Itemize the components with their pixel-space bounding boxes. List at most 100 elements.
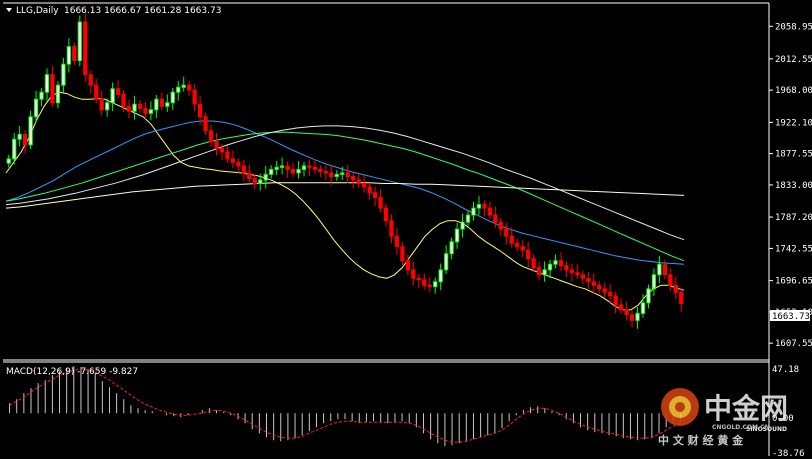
watermark-brand: 中金网 bbox=[704, 392, 788, 425]
price-tick-label: 1922.10 bbox=[775, 118, 812, 128]
candle-body bbox=[411, 269, 416, 279]
candle-body bbox=[301, 165, 307, 170]
candle-body bbox=[454, 228, 460, 243]
candle-body bbox=[580, 274, 585, 279]
candle-body bbox=[230, 158, 236, 163]
candle-body bbox=[493, 214, 498, 223]
candle-body bbox=[154, 98, 159, 111]
candle-body bbox=[17, 133, 22, 140]
candle-body bbox=[121, 93, 126, 107]
candle-body bbox=[383, 207, 389, 222]
watermark-sub: 中 文 财 经 黄 金 bbox=[658, 433, 744, 447]
ohlc-values: 1666.13 1666.67 1661.28 1663.73 bbox=[64, 6, 221, 16]
candle-body bbox=[629, 314, 635, 321]
candle-body bbox=[482, 204, 487, 209]
candle-body bbox=[427, 284, 432, 288]
candle-body bbox=[323, 171, 329, 174]
candle-body bbox=[252, 178, 257, 185]
candle-body bbox=[389, 220, 394, 237]
candle-body bbox=[542, 269, 547, 276]
candle-body bbox=[99, 98, 104, 111]
candle-body bbox=[110, 88, 115, 104]
candle-body bbox=[520, 246, 525, 251]
candle-body bbox=[225, 151, 230, 160]
price-tick-label: 2058.95 bbox=[775, 22, 812, 32]
macd-histogram bbox=[9, 366, 681, 447]
candle-body bbox=[356, 179, 361, 185]
candle-body bbox=[597, 284, 602, 290]
candle-body bbox=[433, 281, 438, 288]
candle-body bbox=[159, 98, 164, 107]
candle-body bbox=[662, 263, 668, 276]
candle-body bbox=[531, 258, 536, 269]
candle-body bbox=[444, 253, 449, 271]
ma-khaki-line bbox=[5, 182, 685, 209]
candle-body bbox=[476, 204, 482, 209]
macd-axis-top: 47.18 bbox=[772, 365, 799, 375]
watermark: 中金网 中 文 财 经 黄 金 SINOSOUND CNGOLD.COM.CN bbox=[658, 388, 788, 447]
candle-body bbox=[400, 246, 405, 262]
candle-body bbox=[334, 173, 339, 177]
candle-body bbox=[367, 186, 372, 194]
candle-body bbox=[608, 291, 613, 297]
candle-body bbox=[241, 165, 246, 174]
candle-body bbox=[640, 302, 646, 314]
candle-body bbox=[263, 173, 268, 181]
candle-body bbox=[575, 272, 580, 276]
candle-body bbox=[132, 103, 137, 112]
candle-body bbox=[624, 309, 629, 316]
candle-body bbox=[214, 140, 219, 149]
candle-body bbox=[290, 168, 296, 174]
watermark-small-logo: SINOSOUND bbox=[746, 426, 787, 433]
candle-body bbox=[115, 88, 121, 95]
candle-body bbox=[105, 102, 110, 111]
ma-fast-line bbox=[5, 91, 685, 311]
candle-body bbox=[547, 263, 553, 271]
watermark-domain: CNGOLD.COM.CN bbox=[712, 424, 770, 431]
macd-axis-zero: 0.00 bbox=[772, 414, 794, 424]
candle-body bbox=[170, 91, 175, 104]
candle-body bbox=[673, 284, 678, 293]
candle-body bbox=[449, 241, 454, 255]
candle-body bbox=[345, 172, 350, 177]
candle-body bbox=[137, 103, 143, 109]
ma-green-line bbox=[5, 131, 685, 262]
candle-body bbox=[61, 63, 66, 86]
candle-body bbox=[405, 260, 411, 271]
candle-body bbox=[487, 207, 493, 216]
candle-body bbox=[422, 279, 427, 286]
candle-body bbox=[208, 130, 214, 142]
candle-body bbox=[55, 84, 61, 104]
candle-body bbox=[6, 158, 11, 164]
ma-white-line bbox=[5, 125, 685, 241]
candle-body bbox=[618, 304, 624, 311]
candle-body bbox=[591, 281, 596, 286]
candle-body bbox=[192, 89, 197, 105]
candle-body bbox=[602, 288, 607, 293]
candle-body bbox=[351, 175, 356, 181]
price-tick-label: 1607.55 bbox=[775, 339, 812, 349]
candle-body bbox=[77, 21, 82, 62]
candle-body bbox=[22, 133, 28, 146]
candle-body bbox=[279, 165, 285, 168]
candle-body bbox=[176, 86, 181, 93]
candle-body bbox=[526, 249, 531, 260]
current-price-label: 1663.73 bbox=[772, 312, 810, 322]
candle-body bbox=[28, 116, 33, 146]
candle-body bbox=[651, 274, 657, 290]
candle-body bbox=[269, 168, 274, 175]
dropdown-triangle-icon[interactable] bbox=[6, 8, 12, 12]
candle-body bbox=[646, 288, 651, 304]
candle-body bbox=[668, 274, 673, 286]
moving-averages bbox=[5, 91, 685, 311]
candle-body bbox=[509, 235, 514, 244]
candle-body bbox=[416, 277, 421, 281]
candle-body bbox=[498, 221, 503, 230]
candle-body bbox=[126, 105, 132, 112]
candle-body bbox=[143, 107, 148, 114]
candle-body bbox=[586, 277, 591, 283]
candle-body bbox=[372, 192, 378, 199]
candle-body bbox=[471, 207, 476, 216]
current-price-box bbox=[770, 310, 810, 321]
